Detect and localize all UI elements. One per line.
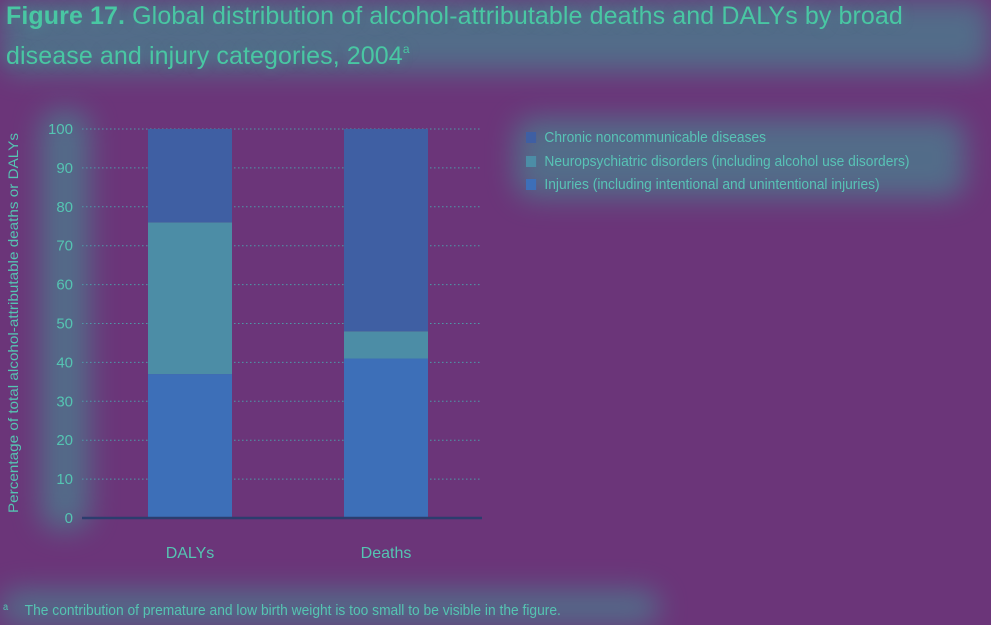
- y-tick-label: 90: [56, 160, 73, 177]
- legend-swatch: [526, 132, 537, 144]
- y-tick-label: 30: [56, 393, 73, 410]
- legend-swatch: [526, 155, 537, 167]
- title-glow: [0, 0, 991, 72]
- legend-label: Neuropsychiatric disorders (including al…: [544, 152, 910, 170]
- y-tick-label: 0: [65, 510, 73, 527]
- legend-item-chronic: Chronic noncommunicable diseases: [526, 126, 910, 150]
- legend-item-neuropsychiatric: Neuropsychiatric disorders (including al…: [526, 150, 910, 174]
- figure-label: Figure 17.: [6, 2, 126, 30]
- y-tick-label: 50: [56, 316, 73, 333]
- y-tick-label: 10: [56, 471, 73, 488]
- axis-glow: [40, 110, 90, 530]
- bar-dalys-chronic: [148, 129, 232, 223]
- figure-footnote: a The contribution of premature and low b…: [3, 602, 561, 619]
- legend-glow: [515, 118, 965, 198]
- bar-dalys-neuropsychiatric: [148, 222, 232, 375]
- legend-item-injuries: Injuries (including intentional and unin…: [526, 173, 910, 197]
- y-tick-label: 40: [56, 354, 73, 371]
- x-label-dalys: DALYs: [166, 545, 215, 562]
- y-axis-label: Percentage of total alcohol-attributable…: [5, 133, 21, 513]
- y-tick-label: 80: [56, 199, 73, 216]
- footnote-marker: a: [3, 602, 9, 613]
- legend-label: Chronic noncommunicable diseases: [544, 129, 767, 146]
- x-label-deaths: Deaths: [361, 545, 412, 562]
- footnote-glow: [0, 590, 660, 625]
- bar-deaths-chronic: [344, 129, 428, 332]
- bar-deaths-injuries: [344, 358, 428, 518]
- footnote-text: The contribution of premature and low bi…: [24, 602, 561, 619]
- y-tick-label: 20: [56, 432, 73, 449]
- figure-title-text: Global distribution of alcohol-attributa…: [6, 2, 903, 70]
- x-category-labels: DALYs Deaths: [166, 545, 412, 562]
- y-tick-label: 100: [48, 121, 73, 138]
- chart-legend: Chronic noncommunicable diseases Neuropsy…: [526, 126, 910, 197]
- y-tick-label: 60: [56, 277, 73, 294]
- bar-deaths-neuropsychiatric: [344, 331, 428, 359]
- bars: [148, 129, 428, 518]
- y-tick-labels: 0 10 20 30 40 50 60 70 80 90 100: [48, 121, 73, 527]
- legend-label: Injuries (including intentional and unin…: [544, 176, 880, 193]
- title-footnote-marker: a: [402, 42, 410, 56]
- bar-dalys-injuries: [148, 374, 232, 518]
- figure-title: Figure 17. Global distribution of alcoho…: [6, 0, 991, 73]
- y-tick-label: 70: [56, 238, 73, 255]
- legend-swatch: [526, 179, 537, 191]
